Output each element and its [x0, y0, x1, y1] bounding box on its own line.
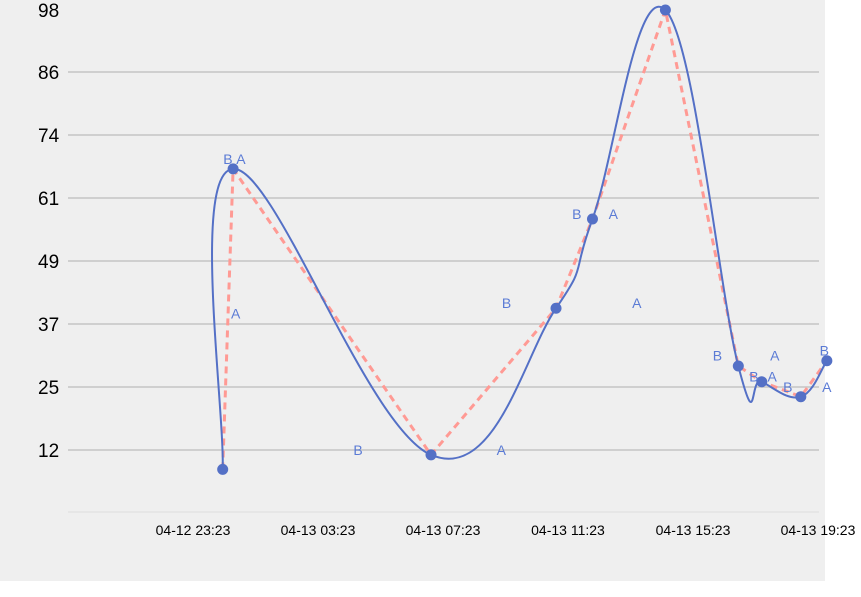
- chart-panel: [0, 0, 825, 581]
- x-tick-label: 04-13 07:23: [406, 522, 481, 538]
- point-annotation: A: [497, 442, 507, 458]
- point-annotation: B: [749, 369, 758, 385]
- point-annotation: A: [770, 348, 780, 364]
- point-annotation: A: [609, 206, 619, 222]
- y-tick-label: 98: [38, 1, 59, 22]
- x-tick-label: 04-13 15:23: [656, 522, 731, 538]
- point-annotation: A: [767, 369, 777, 385]
- y-axis-ticks: 98 86 74 61 49 37 25 12: [38, 1, 60, 462]
- point-annotation: A: [822, 379, 832, 395]
- point-annotation: B: [713, 348, 722, 364]
- point-annotation: B: [572, 206, 581, 222]
- point-annotation: A: [231, 306, 241, 322]
- data-point[interactable]: [227, 163, 239, 175]
- x-axis-ticks: 04-12 23:23 04-13 03:23 04-13 07:23 04-13 1…: [156, 522, 856, 538]
- x-tick-label: 04-13 11:23: [531, 522, 605, 538]
- y-tick-label: 86: [38, 63, 59, 84]
- data-point[interactable]: [821, 355, 833, 367]
- point-annotation: B: [502, 295, 511, 311]
- data-point[interactable]: [550, 302, 562, 314]
- y-tick-label: 25: [38, 378, 59, 399]
- y-tick-label: 74: [38, 126, 60, 147]
- data-point[interactable]: [217, 463, 229, 475]
- x-tick-label: 04-13 03:23: [281, 522, 356, 538]
- series-line-solid: [211, 5, 828, 470]
- data-point[interactable]: [586, 213, 598, 225]
- data-point[interactable]: [659, 4, 671, 16]
- y-tick-label: 49: [38, 252, 59, 273]
- y-tick-label: 61: [38, 189, 59, 210]
- series-line-dashed: [221, 4, 829, 470]
- point-annotation: B: [223, 151, 232, 167]
- y-tick-label: 12: [38, 441, 59, 462]
- point-annotation: A: [632, 295, 642, 311]
- series-markers: [217, 4, 833, 475]
- x-tick-label: 04-12 23:23: [156, 522, 231, 538]
- series-lines: [211, 4, 829, 470]
- point-annotation: B: [820, 342, 829, 358]
- data-point[interactable]: [795, 391, 807, 403]
- grid-lines: [68, 71, 819, 513]
- data-point[interactable]: [732, 360, 744, 372]
- point-annotation: A: [236, 151, 246, 167]
- point-annotation: B: [353, 442, 362, 458]
- x-tick-label: 04-13 19:23: [781, 522, 856, 538]
- point-annotation: B: [783, 379, 792, 395]
- data-point[interactable]: [425, 449, 437, 461]
- y-tick-label: 37: [38, 315, 59, 336]
- data-point[interactable]: [756, 376, 768, 388]
